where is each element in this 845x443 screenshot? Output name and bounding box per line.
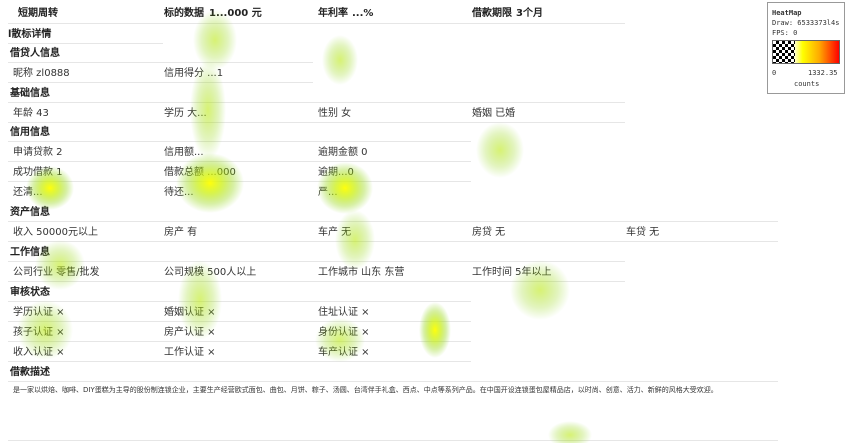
section-review: 审核状态	[10, 287, 50, 298]
identity-verify: 身份认证 ×	[318, 327, 370, 338]
heatmap-draw: Draw: 6533373l4s	[772, 19, 840, 27]
amount-value: 1...000 元	[209, 8, 262, 19]
divider	[8, 62, 313, 63]
age: 年龄 43	[13, 108, 49, 119]
section-description: 借款描述	[10, 367, 50, 378]
period-value: 3个月	[516, 8, 543, 19]
divider	[8, 102, 625, 103]
house-loan: 房贷 无	[472, 227, 506, 238]
heat-spot	[419, 302, 451, 358]
gender: 性别 女	[318, 108, 352, 119]
credit-limit: 信用额...	[164, 147, 204, 158]
section-assets: 资产信息	[10, 207, 50, 218]
work-city: 工作城市 山东 东营	[318, 267, 405, 278]
house: 房产 有	[164, 227, 198, 238]
rate-value: ...%	[352, 8, 374, 19]
nickname: 昵称 zl0888	[13, 68, 70, 79]
divider	[8, 23, 625, 24]
heatmap-title: HeatMap	[772, 9, 802, 17]
industry: 公司行业 零售/批发	[13, 267, 100, 278]
amount-label: 标的数据	[164, 8, 204, 19]
heatmap-min: 0	[772, 69, 777, 77]
overdue-count: 逾期...0	[318, 167, 354, 178]
divider	[8, 82, 313, 83]
divider	[8, 321, 471, 322]
loan-title: 短期周转	[18, 8, 58, 19]
edu-verify: 学历认证 ×	[13, 307, 65, 318]
serious-overdue: 严...	[318, 187, 338, 198]
section-basic: 基础信息	[10, 88, 50, 99]
section-borrower: 借贷人信息	[10, 48, 60, 59]
heat-spot	[476, 122, 524, 178]
rate-label: 年利率	[318, 8, 348, 19]
heatmap-gradient	[772, 40, 840, 64]
car-verify: 车产认证 ×	[318, 347, 370, 358]
section-work: 工作信息	[10, 247, 50, 258]
divider	[8, 361, 471, 362]
income-verify: 收入认证 ×	[13, 347, 65, 358]
overdue-amount: 逾期金额 0	[318, 147, 368, 158]
company-size: 公司规模 500人以上	[164, 267, 257, 278]
divider	[8, 341, 471, 342]
address-verify: 住址认证 ×	[318, 307, 370, 318]
divider	[8, 261, 625, 262]
divider	[8, 161, 471, 162]
pending-repay: 待还...	[164, 187, 194, 198]
divider	[8, 381, 778, 382]
heat-spot	[176, 153, 244, 213]
repaid: 还清...	[13, 187, 43, 198]
description-text: 是一家以烘焙、咖啡、DIY蛋糕为主导的股份制连锁企业，主要生产经营欧式面包、曲包…	[13, 386, 718, 394]
marriage: 婚姻 已婚	[472, 108, 516, 119]
income: 收入 50000元以上	[13, 227, 98, 238]
children-verify: 孩子认证 ×	[13, 327, 65, 338]
divider	[8, 43, 163, 44]
divider	[8, 281, 625, 282]
heatmap-max: 1332.35	[808, 69, 838, 77]
divider	[8, 301, 471, 302]
period-label: 借款期限	[472, 8, 512, 19]
divider	[8, 221, 778, 222]
car-loan: 车贷 无	[626, 227, 660, 238]
applied-loans: 申请贷款 2	[13, 147, 63, 158]
heat-spot	[322, 35, 358, 85]
section-credit: 信用信息	[10, 127, 50, 138]
house-verify: 房产认证 ×	[164, 327, 216, 338]
education: 学历 大...	[164, 108, 207, 119]
marriage-verify: 婚姻认证 ×	[164, 307, 216, 318]
credit-score: 信用得分 ...1	[164, 68, 224, 79]
total-borrowed: 借款总额 ...000	[164, 167, 236, 178]
divider	[8, 241, 778, 242]
divider	[8, 122, 625, 123]
heatmap-fps: FPS: 0	[772, 29, 798, 37]
divider	[8, 440, 778, 441]
heatmap-legend: HeatMap Draw: 6533373l4s FPS: 0 0 1332.3…	[767, 2, 845, 94]
successful-loans: 成功借款 1	[13, 167, 63, 178]
section-loan-detail[interactable]: l散标详情	[8, 29, 52, 40]
divider	[8, 181, 471, 182]
car: 车产 无	[318, 227, 352, 238]
job-verify: 工作认证 ×	[164, 347, 216, 358]
work-duration: 工作时间 5年以上	[472, 267, 552, 278]
divider	[8, 141, 471, 142]
heatmap-unit: counts	[794, 80, 820, 88]
